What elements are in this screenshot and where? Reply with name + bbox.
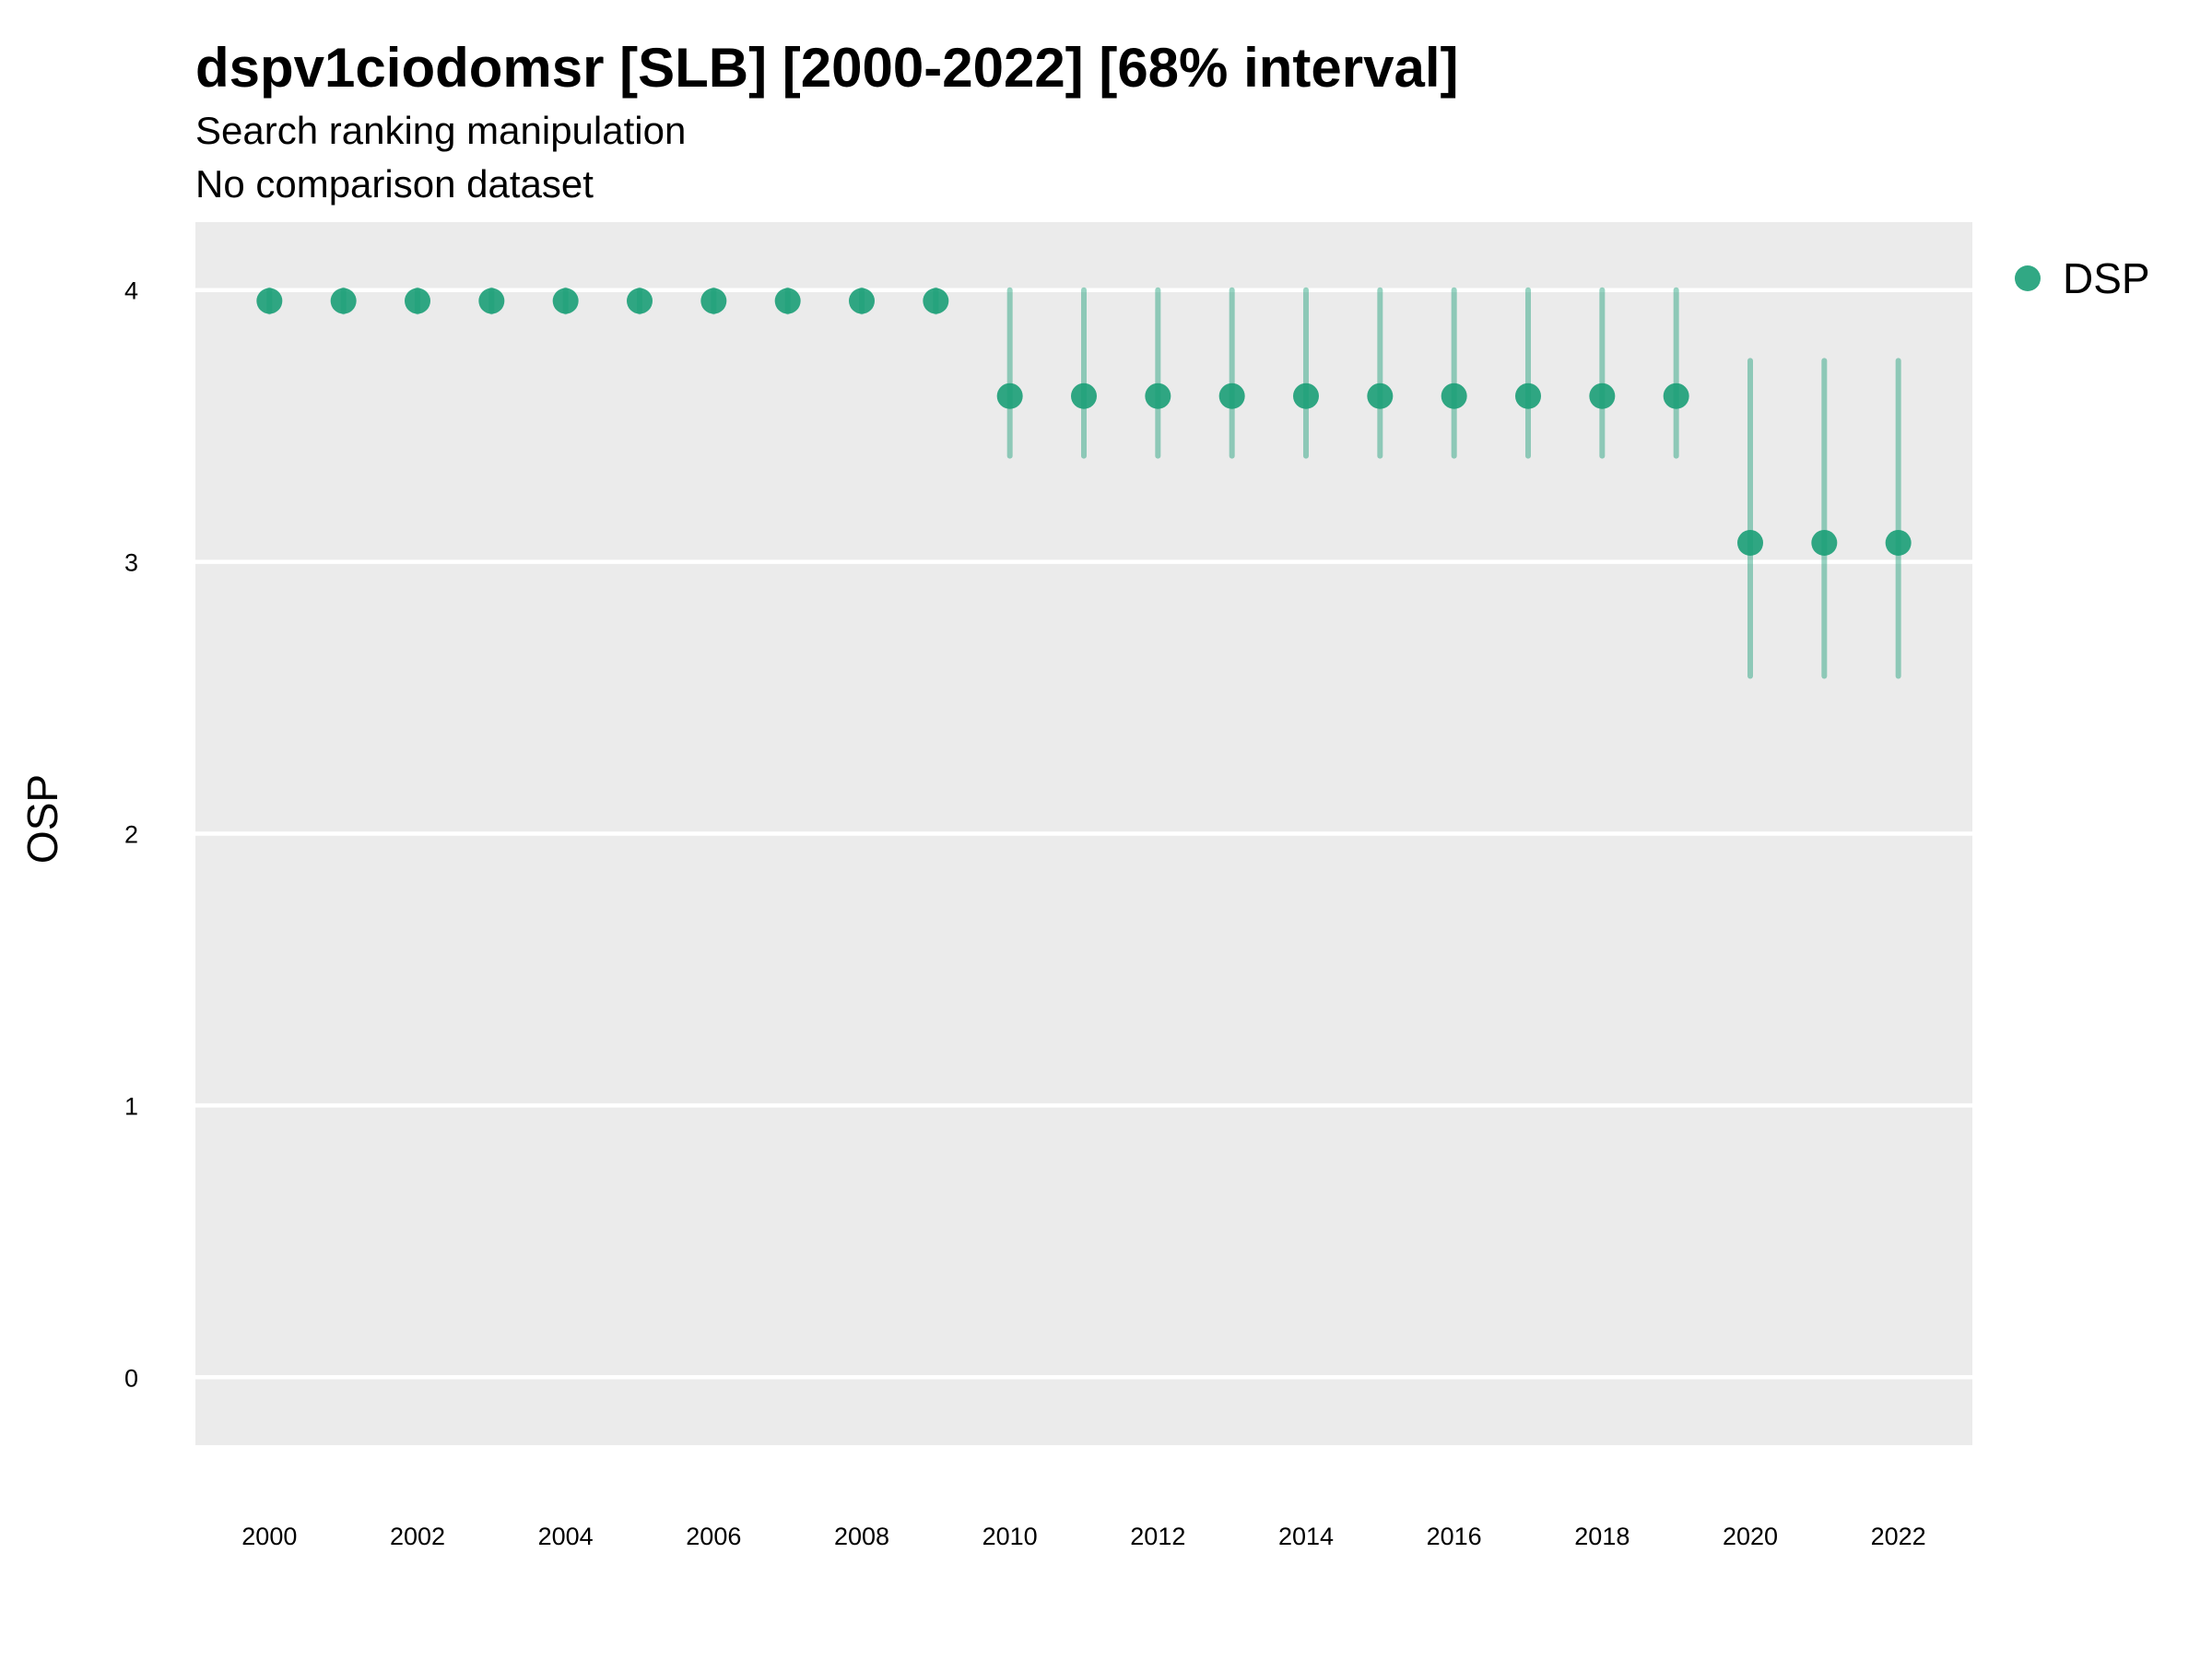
data-point (1811, 529, 1838, 556)
data-point (1071, 382, 1097, 409)
data-point (849, 288, 875, 314)
legend-key-dsp (2015, 265, 2041, 291)
data-point (1367, 382, 1394, 409)
y-tick-label: 0 (124, 1364, 138, 1392)
y-axis-ticks: 0 1 2 3 4 (124, 277, 138, 1393)
legend-label-dsp: DSP (2063, 254, 2150, 302)
y-tick-label: 4 (124, 277, 138, 305)
x-tick-label: 2012 (1130, 1523, 1185, 1550)
y-tick-label: 2 (124, 821, 138, 849)
chart-subtitle: Search ranking manipulation (195, 109, 686, 152)
legend: DSP (2015, 254, 2150, 302)
data-point (627, 288, 653, 314)
data-point (1441, 382, 1467, 409)
chart-title: dspv1ciodomsr [SLB] [2000-2022] [68% int… (195, 37, 1458, 99)
chart-caption-line: No comparison dataset (195, 162, 594, 206)
x-tick-label: 2000 (241, 1523, 297, 1550)
x-tick-label: 2006 (686, 1523, 741, 1550)
data-point (1737, 529, 1763, 556)
x-tick-label: 2014 (1278, 1523, 1334, 1550)
x-tick-label: 2010 (982, 1523, 1038, 1550)
data-point (1663, 382, 1689, 409)
data-point (1885, 529, 1912, 556)
y-axis-title: OSP (18, 774, 66, 864)
y-tick-label: 3 (124, 549, 138, 577)
data-point (774, 288, 801, 314)
data-point (1589, 382, 1616, 409)
data-point (256, 288, 283, 314)
data-point (1145, 382, 1171, 409)
data-point (478, 288, 505, 314)
data-points (256, 288, 1912, 556)
data-point (330, 288, 357, 314)
data-point (923, 288, 949, 314)
x-tick-label: 2020 (1723, 1523, 1778, 1550)
data-point (552, 288, 579, 314)
grid-lines (195, 288, 1972, 1380)
x-axis-ticks: 2000 2002 2004 2006 2008 2010 2012 2014 2016 2018… (241, 1523, 1925, 1550)
y-tick-label: 1 (124, 1092, 138, 1120)
x-tick-label: 2018 (1574, 1523, 1630, 1550)
x-tick-label: 2016 (1427, 1523, 1482, 1550)
x-tick-label: 2008 (834, 1523, 889, 1550)
data-point (405, 288, 430, 314)
data-point (700, 288, 727, 314)
x-tick-label: 2004 (538, 1523, 594, 1550)
data-point (1293, 382, 1319, 409)
x-tick-label: 2002 (390, 1523, 445, 1550)
data-point (996, 382, 1023, 409)
data-point (1515, 382, 1541, 409)
x-tick-label: 2022 (1871, 1523, 1926, 1550)
data-point (1218, 382, 1245, 409)
